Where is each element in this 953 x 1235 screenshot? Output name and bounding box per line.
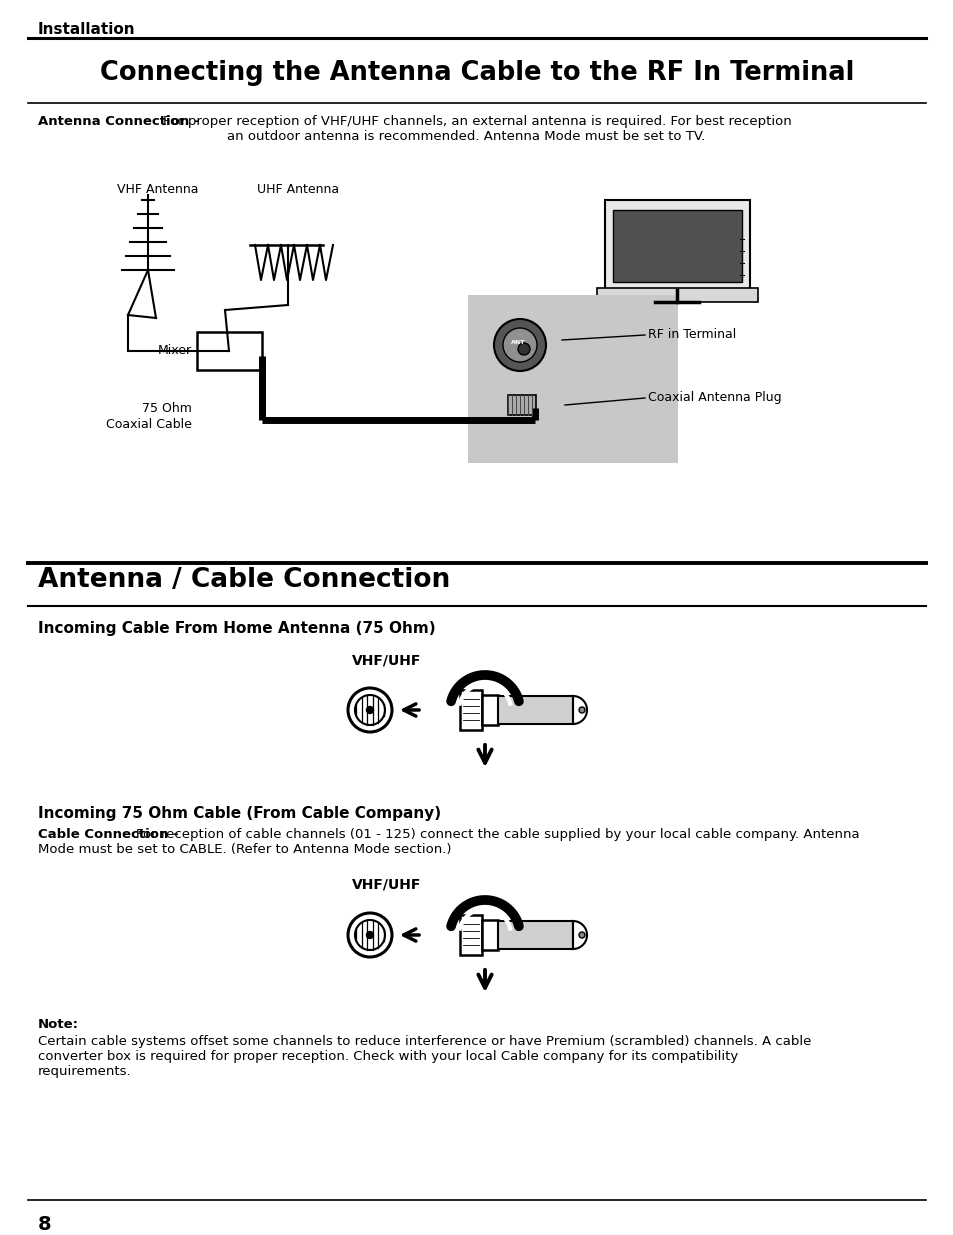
Text: ANT: ANT [510,340,525,345]
Text: an outdoor antenna is recommended. Antenna Mode must be set to TV.: an outdoor antenna is recommended. Anten… [227,130,704,143]
Text: Mode must be set to CABLE. (Refer to Antenna Mode section.): Mode must be set to CABLE. (Refer to Ant… [38,844,451,856]
Text: Antenna Connection -: Antenna Connection - [38,115,199,128]
Text: Certain cable systems offset some channels to reduce interference or have Premiu: Certain cable systems offset some channe… [38,1035,810,1049]
Text: Coaxial Cable: Coaxial Cable [106,417,192,431]
Bar [481,695,497,725]
Text: Installation: Installation [38,22,135,37]
Text: Mixer: Mixer [157,345,192,357]
Circle shape [355,920,385,950]
Bar [507,395,536,415]
Text: VHF/UHF: VHF/UHF [352,653,421,667]
Text: Coaxial Antenna Plug: Coaxial Antenna Plug [647,391,781,405]
Bar [613,210,741,282]
Bar [459,915,481,955]
Text: UHF Antenna: UHF Antenna [256,183,338,196]
Bar [497,921,573,948]
Bar [497,697,573,724]
Text: requirements.: requirements. [38,1065,132,1078]
Text: For reception of cable channels (01 - 125) connect the cable supplied by your lo: For reception of cable channels (01 - 12… [136,827,859,841]
Text: 75 Ohm: 75 Ohm [142,403,192,415]
Text: Incoming Cable From Home Antenna (75 Ohm): Incoming Cable From Home Antenna (75 Ohm… [38,621,436,636]
Text: 8: 8 [38,1215,51,1234]
Bar [604,200,749,290]
Circle shape [494,319,545,370]
Bar [196,332,262,370]
Text: RF in Terminal: RF in Terminal [647,329,736,342]
Bar [481,920,497,950]
Circle shape [348,688,392,732]
Text: VHF/UHF: VHF/UHF [352,878,421,892]
Text: Antenna / Cable Connection: Antenna / Cable Connection [38,567,450,593]
Text: Cable Connection -: Cable Connection - [38,827,178,841]
Circle shape [502,329,537,362]
Circle shape [366,706,374,714]
Circle shape [348,913,392,957]
Text: VHF Antenna: VHF Antenna [117,183,198,196]
Text: converter box is required for proper reception. Check with your local Cable comp: converter box is required for proper rec… [38,1050,738,1063]
Circle shape [578,706,584,713]
Circle shape [578,932,584,939]
Circle shape [355,695,385,725]
Circle shape [366,931,374,939]
Text: Connecting the Antenna Cable to the RF In Terminal: Connecting the Antenna Cable to the RF I… [100,61,853,86]
Circle shape [517,343,530,354]
Bar [597,288,758,303]
Text: For proper reception of VHF/UHF channels, an external antenna is required. For b: For proper reception of VHF/UHF channels… [163,115,791,128]
Bar [468,295,678,463]
Bar [468,295,678,463]
Text: Incoming 75 Ohm Cable (From Cable Company): Incoming 75 Ohm Cable (From Cable Compan… [38,806,440,821]
Bar [459,690,481,730]
Text: Note:: Note: [38,1018,79,1031]
